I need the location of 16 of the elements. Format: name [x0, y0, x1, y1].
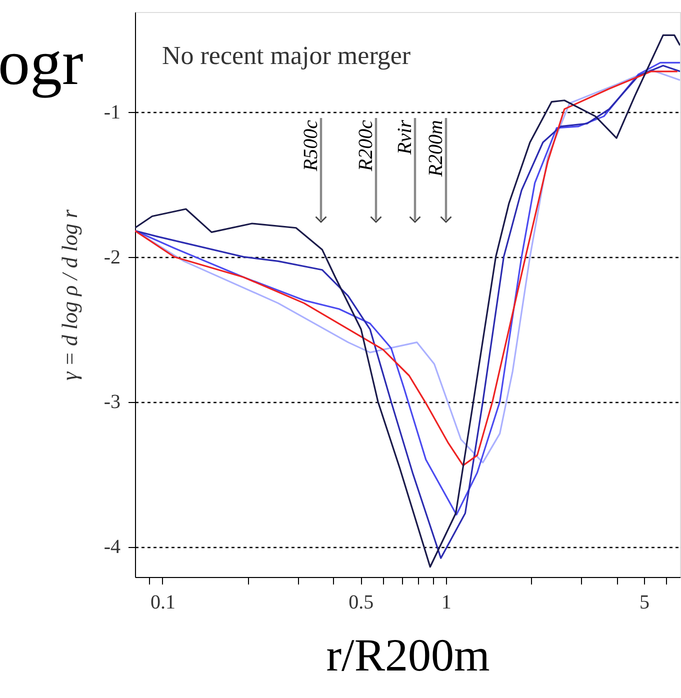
x-tick-label: 0.1: [150, 592, 176, 614]
x-tick-label: 1: [441, 592, 452, 614]
annotation: Rvir: [394, 120, 416, 156]
annotation: R500c: [300, 120, 322, 172]
y-tick-label: -2: [104, 246, 120, 268]
annotation: No recent major merger: [162, 41, 411, 70]
y-axis-title: γ = d log ρ / d log r: [56, 209, 82, 380]
x-tick-label: 0.5: [348, 592, 374, 614]
y-tick-label: -1: [104, 101, 120, 124]
y-tick-label: -3: [104, 391, 120, 414]
x-tick-label: 5: [639, 592, 650, 614]
text: ogr: [0, 27, 84, 98]
annotation: R200m: [425, 120, 447, 178]
annotation: R200c: [355, 120, 377, 172]
x-axis-title: r/R200m: [326, 630, 490, 680]
y-tick-label: -4: [104, 536, 120, 558]
